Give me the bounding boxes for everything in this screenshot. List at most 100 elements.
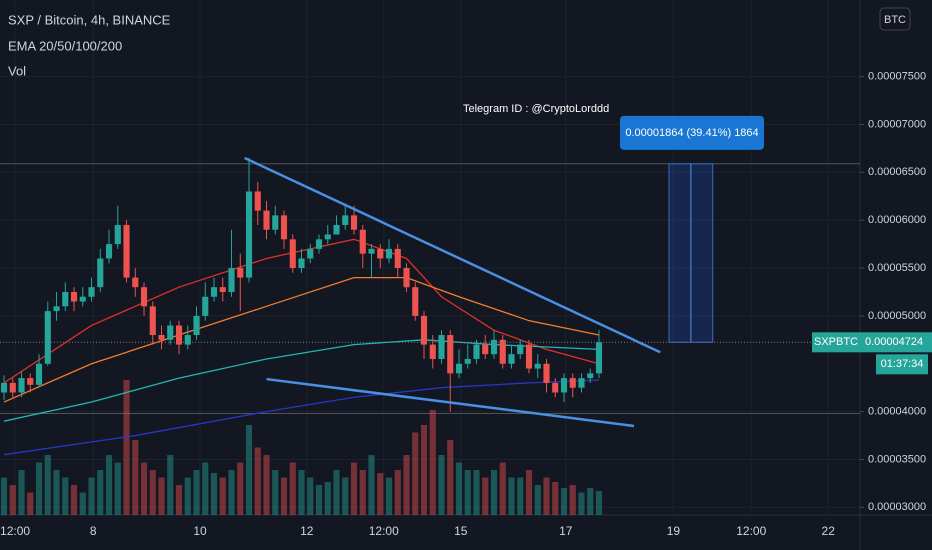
volume-bar — [62, 477, 69, 515]
candle-body — [140, 287, 148, 307]
candle-body — [132, 277, 139, 288]
candle-body — [298, 258, 305, 269]
x-tick-label: 17 — [559, 524, 573, 538]
volume-bar — [97, 470, 104, 515]
volume-bar — [482, 477, 489, 515]
candle-body — [368, 248, 375, 254]
symbol-tag — [812, 332, 860, 353]
volume-bar — [464, 470, 471, 515]
volume-bar — [569, 485, 576, 515]
volume-bar — [534, 485, 541, 515]
candle-body — [237, 268, 244, 278]
indicator-label: EMA 20/50/100/200 — [8, 38, 122, 53]
candle-body — [455, 363, 463, 374]
volume-bar — [342, 477, 349, 515]
candle-body — [508, 354, 515, 364]
volume-bar — [219, 477, 226, 515]
candle-body — [517, 344, 524, 355]
candle-body — [447, 335, 454, 374]
candle-body — [429, 344, 436, 359]
candle-body — [88, 287, 95, 297]
chart-title: SXP / Bitcoin, 4h, BINANCE — [8, 12, 171, 27]
volume-bar — [237, 462, 244, 515]
candle-body — [420, 315, 428, 345]
volume-bar — [140, 462, 148, 515]
y-tick-label: 0.00007000 — [868, 118, 926, 130]
volume-bar — [438, 455, 445, 515]
volume-bar — [385, 477, 393, 515]
volume-bar — [210, 473, 218, 515]
volume-bar — [53, 470, 60, 515]
candle-body — [595, 342, 603, 374]
volume-bar — [35, 462, 43, 515]
volume-bar — [88, 477, 95, 515]
volume-bar — [175, 485, 183, 515]
countdown-tag — [876, 354, 928, 375]
volume-bar — [298, 470, 305, 515]
volume-bar — [429, 410, 436, 515]
volume-bar — [508, 477, 515, 515]
symbol-label: SXPBTC — [814, 336, 858, 348]
y-tick-label: 0.00005000 — [868, 310, 926, 322]
y-tick-label: 0.00003500 — [868, 453, 926, 465]
candle-body — [272, 215, 279, 230]
volume-bar — [420, 425, 428, 515]
measure-label-box — [620, 115, 764, 150]
x-tick-label: 10 — [193, 524, 207, 538]
candle-body — [307, 248, 314, 259]
volume-bar — [455, 462, 463, 515]
volume-bar — [0, 477, 8, 515]
candle-body — [79, 296, 86, 302]
volume-bar — [245, 425, 253, 515]
volume-bar — [202, 462, 209, 515]
candle-body — [27, 378, 34, 385]
currency-button-label[interactable]: BTC — [884, 14, 906, 26]
candle-body — [210, 287, 218, 297]
volume-bar — [552, 482, 559, 515]
candle-body — [44, 311, 51, 364]
volume-bar — [167, 455, 174, 515]
candle-body — [9, 382, 16, 393]
price-tag — [860, 332, 932, 353]
candle-body — [245, 191, 253, 278]
candle-body — [385, 248, 393, 259]
candle-body — [499, 339, 506, 364]
currency-button[interactable] — [879, 7, 911, 31]
candle-body — [403, 268, 410, 288]
volume-bar — [27, 492, 34, 515]
volume-bar — [394, 470, 401, 515]
candle-body — [263, 210, 270, 230]
y-tick-label: 0.00003000 — [868, 501, 926, 513]
volume-bar — [263, 455, 270, 515]
volume-bar — [289, 462, 296, 515]
volume-bar — [149, 470, 156, 515]
volume-bar — [114, 462, 121, 515]
y-tick-label: 0.00006000 — [868, 214, 926, 226]
candle-body — [377, 248, 384, 259]
volume-bar — [132, 440, 139, 515]
candle-body — [53, 306, 60, 312]
volume-bar — [499, 462, 506, 515]
candle-body — [324, 234, 331, 240]
candle-body — [342, 215, 349, 225]
candle-body — [97, 258, 104, 288]
x-tick-label: 19 — [667, 524, 681, 538]
y-tick-label: 0.00006500 — [868, 166, 926, 178]
price-label: 0.00004724 — [865, 336, 923, 348]
candle-body — [359, 229, 366, 254]
plot: 0.00003000 0.00003500 0.00004000 0.00005000… — [0, 0, 932, 538]
volume-bar — [18, 470, 25, 515]
volume-bar — [184, 477, 191, 515]
ema-line — [3, 276, 600, 403]
candle-body — [543, 363, 550, 383]
candle-body — [534, 363, 541, 369]
candle-body — [464, 358, 471, 364]
candle-body — [560, 378, 568, 393]
candle-body — [394, 248, 401, 269]
volume-bar — [412, 432, 419, 515]
candle-body — [105, 244, 113, 259]
candle-body — [552, 382, 559, 393]
candle-body — [412, 287, 419, 316]
x-tick-label: 12:00 — [369, 524, 399, 538]
